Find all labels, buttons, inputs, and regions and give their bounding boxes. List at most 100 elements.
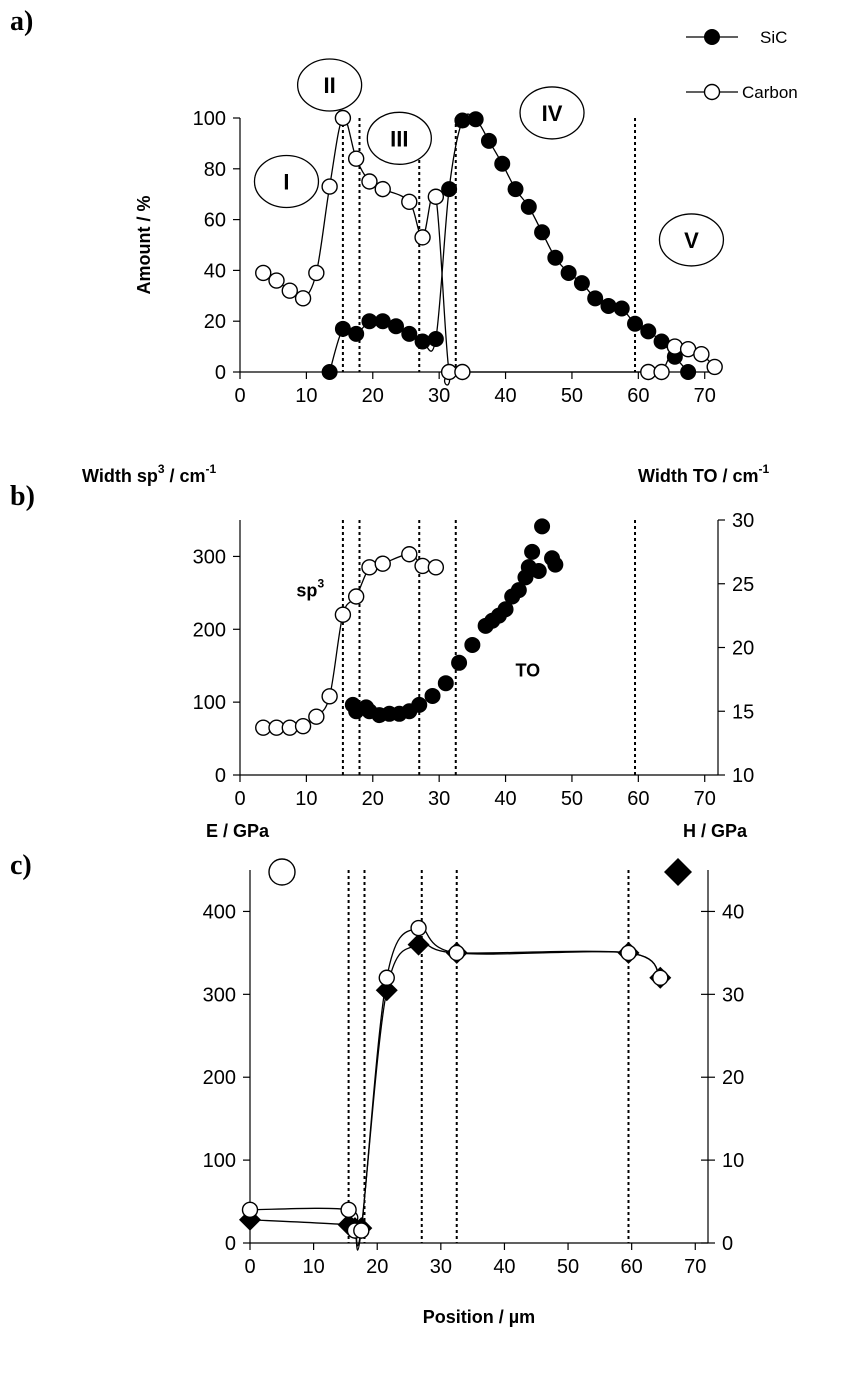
y2-tick-label: 20 [722, 1067, 744, 1089]
region-label: I [283, 170, 289, 195]
y-tick-label: 100 [193, 108, 226, 130]
legend-label: Carbon [742, 83, 798, 102]
data-point-sic [680, 364, 697, 380]
x-tick-label: 60 [627, 788, 649, 810]
data-point-sic [627, 315, 644, 332]
y2-tick-label: 20 [732, 638, 754, 660]
x-tick-label: 10 [295, 788, 317, 810]
y2-tick-label: 10 [732, 765, 754, 787]
x-tick-label: 60 [621, 1256, 643, 1278]
series-line-carbon [262, 117, 716, 386]
data-point-sp3 [334, 606, 352, 623]
data-point-sic [348, 325, 365, 342]
data-point-sic [640, 323, 657, 340]
region-label: II [324, 73, 336, 98]
data-point-e [241, 1201, 259, 1219]
data-point-sic [374, 313, 391, 330]
data-point-sic [507, 181, 524, 198]
x-tick-label: 0 [234, 385, 245, 407]
data-point-carbon [693, 346, 710, 363]
right-y-axis-title: H / GPa [683, 821, 748, 841]
data-point-sp3 [427, 559, 445, 576]
data-point-h [375, 979, 398, 1002]
data-point-to [524, 543, 541, 560]
region-ellipse [519, 86, 585, 140]
data-point-e [448, 944, 465, 962]
data-point-carbon [347, 150, 365, 167]
y-tick-label: 0 [225, 1233, 236, 1255]
data-point-sp3 [294, 717, 312, 735]
y-tick-label: 400 [203, 901, 236, 923]
y-axis-title: Amount / % [134, 196, 154, 295]
data-point-sic [573, 275, 590, 292]
data-point-carbon [401, 193, 418, 211]
y2-tick-label: 30 [722, 984, 744, 1006]
data-point-to [547, 556, 564, 573]
legend-marker [703, 83, 721, 101]
data-point-e [353, 1222, 370, 1239]
y2-tick-label: 15 [732, 701, 754, 723]
data-point-carbon [361, 173, 378, 190]
x-tick-label: 20 [362, 385, 384, 407]
region-label: III [390, 126, 408, 151]
data-point-carbon [427, 188, 445, 205]
data-point-e [340, 1201, 357, 1219]
data-point-carbon [281, 282, 298, 299]
series-annotation: TO [516, 661, 541, 681]
data-point-sic [361, 313, 378, 330]
legend-marker [704, 29, 720, 45]
data-point-sic [441, 181, 458, 198]
data-point-to [451, 654, 468, 671]
panel-label-a: a) [10, 6, 33, 37]
y2-tick-label: 0 [722, 1233, 733, 1255]
data-point-sp3 [321, 688, 338, 705]
y-tick-label: 300 [203, 984, 236, 1006]
data-point-sp3 [401, 546, 418, 563]
x-tick-label: 70 [684, 1256, 706, 1278]
data-point-sp3 [308, 708, 325, 725]
data-point-h [407, 933, 430, 956]
data-point-carbon [454, 363, 471, 381]
left-y-axis-title: Width sp3 / cm-1 [82, 462, 217, 486]
data-point-carbon [706, 358, 723, 376]
data-point-sic [494, 155, 511, 172]
data-point-sic [520, 198, 537, 215]
x-tick-label: 40 [493, 1256, 515, 1278]
y-tick-label: 300 [193, 546, 226, 568]
data-point-to [424, 687, 441, 704]
data-point-e [620, 944, 637, 962]
x-tick-label: 0 [244, 1256, 255, 1278]
data-point-to [464, 636, 481, 653]
data-point-to [530, 563, 547, 579]
panel-label-b: b) [10, 481, 35, 512]
region-ellipse [366, 111, 432, 165]
data-point-e [652, 969, 669, 986]
data-point-sic [414, 333, 431, 350]
data-point-to [497, 601, 514, 618]
y-tick-label: 80 [204, 159, 226, 181]
region-label: IV [542, 101, 563, 126]
data-point-carbon [255, 264, 272, 282]
legend-marker-h [664, 858, 692, 886]
data-point-to [437, 675, 454, 692]
x-tick-label: 10 [302, 1256, 324, 1278]
data-point-carbon [334, 109, 352, 127]
x-axis-title: Position / µm [423, 1307, 535, 1327]
data-point-e [410, 919, 427, 937]
x-tick-label: 30 [428, 788, 450, 810]
series-annotation: sp3 [296, 577, 324, 601]
x-tick-label: 50 [561, 788, 583, 810]
x-tick-label: 50 [557, 1256, 579, 1278]
data-point-carbon [666, 338, 684, 355]
x-tick-label: 70 [694, 385, 716, 407]
x-tick-label: 70 [694, 788, 716, 810]
y2-tick-label: 10 [722, 1150, 744, 1172]
data-point-sic [467, 111, 484, 128]
region-ellipse [658, 213, 725, 267]
x-tick-label: 20 [366, 1256, 388, 1278]
data-point-carbon [308, 264, 325, 282]
region-ellipse [253, 154, 320, 209]
data-point-to [411, 696, 428, 713]
data-point-sic [587, 290, 604, 307]
